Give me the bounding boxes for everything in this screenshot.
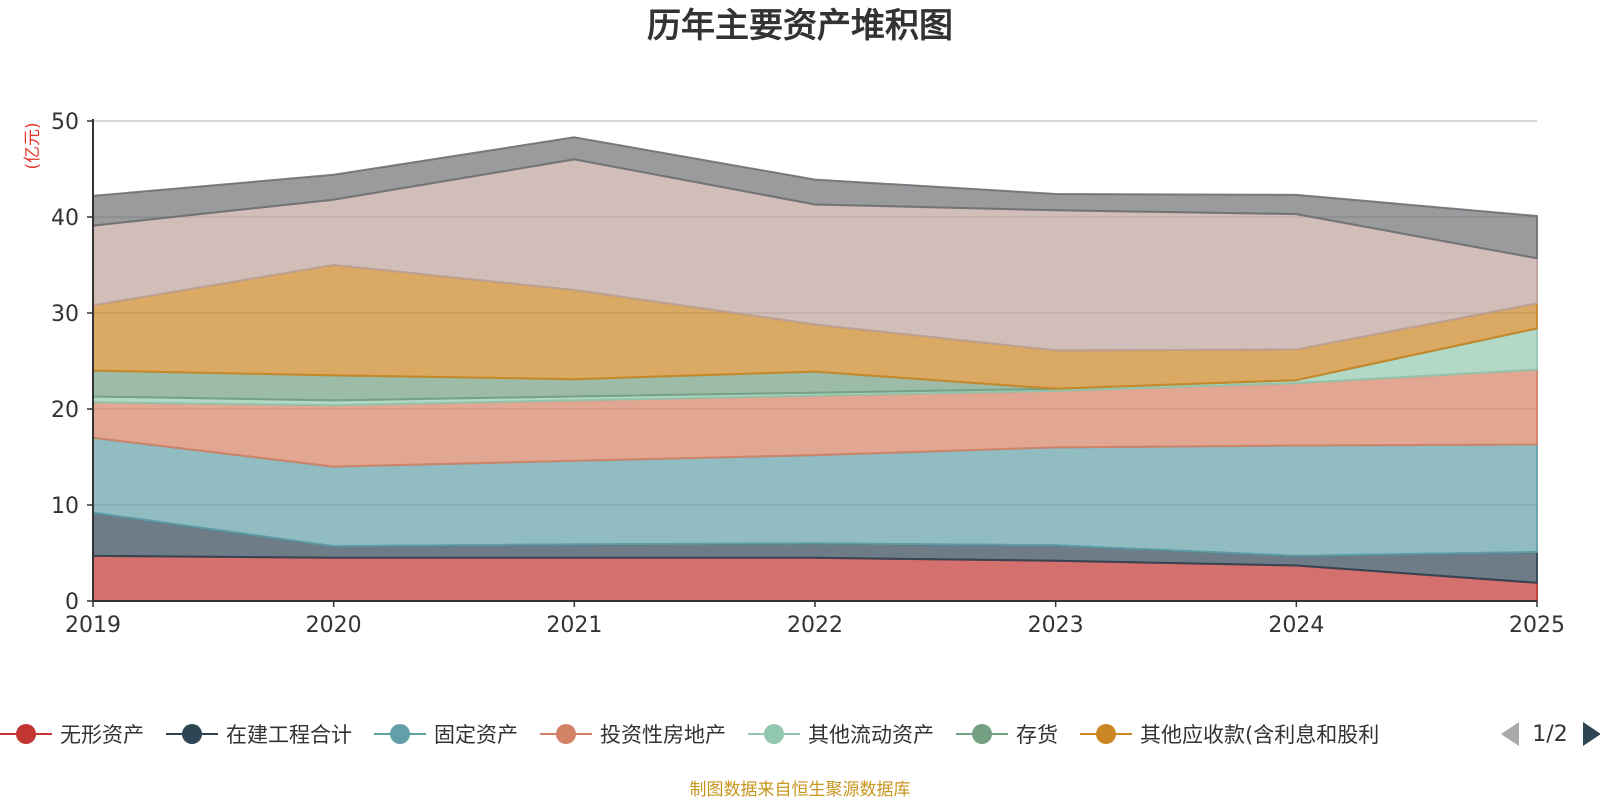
area-series-9[interactable]: [92, 136, 1538, 260]
legend-label-6: 存货: [1016, 723, 1058, 747]
legend-item-7[interactable]: 其他应收款(含利息和股利: [1080, 723, 1379, 747]
x-axis-ticks: 2019 2020 2021 2022 2023 2024 2025: [65, 601, 1565, 638]
x-tick-label-2021: 2021: [546, 613, 602, 638]
legend-item-3[interactable]: 固定资产: [374, 723, 518, 747]
y-axis-unit-label: (亿元): [23, 122, 43, 169]
legend-label-1: 无形资产: [60, 723, 144, 747]
y-tick-label-10: 10: [51, 494, 79, 519]
x-tick-label-2022: 2022: [787, 613, 843, 638]
source-note: 制图数据来自恒生聚源数据库: [690, 780, 911, 800]
y-tick-label-50: 50: [51, 110, 79, 135]
legend-item-5[interactable]: 其他流动资产: [748, 723, 934, 747]
legend-next-page-icon[interactable]: [1583, 722, 1600, 746]
legend-marker-icon-6: [972, 724, 992, 744]
legend-page-indicator: 1/2: [1532, 722, 1567, 747]
legend-item-6[interactable]: 存货: [956, 723, 1058, 747]
legend-prev-page-icon[interactable]: [1501, 722, 1519, 746]
legend-item-1[interactable]: 无形资产: [0, 723, 144, 747]
legend-label-2: 在建工程合计: [226, 723, 352, 747]
x-tick-label-2024: 2024: [1268, 613, 1324, 638]
legend-marker-icon-7: [1096, 724, 1116, 744]
legend-marker-icon-5: [764, 724, 784, 744]
x-tick-label-2020: 2020: [306, 613, 362, 638]
legend-marker-icon-2: [182, 724, 202, 744]
x-tick-label-2023: 2023: [1028, 613, 1084, 638]
y-tick-label-0: 0: [65, 590, 79, 615]
legend-label-5: 其他流动资产: [808, 723, 934, 747]
area-series-layer: [92, 136, 1538, 602]
y-tick-label-30: 30: [51, 302, 79, 327]
legend-label-4: 投资性房地产: [600, 723, 726, 747]
legend-marker-icon-3: [390, 724, 410, 744]
y-axis-ticks: 0 10 20 30 40 50: [51, 110, 93, 615]
legend-label-3: 固定资产: [434, 723, 518, 747]
legend: 无形资产 在建工程合计 固定资产 投资性房地产 其他流动资产 存货 其他应收款(含利息和股利: [0, 723, 1379, 747]
x-tick-label-2025: 2025: [1509, 613, 1565, 638]
chart-title: 历年主要资产堆积图: [647, 6, 953, 46]
legend-item-4[interactable]: 投资性房地产: [540, 723, 726, 747]
legend-item-2[interactable]: 在建工程合计: [166, 723, 352, 747]
y-tick-label-40: 40: [51, 206, 79, 231]
y-tick-label-20: 20: [51, 398, 79, 423]
legend-label-7: 其他应收款(含利息和股利: [1140, 723, 1379, 747]
legend-marker-icon-4: [556, 724, 576, 744]
legend-marker-icon-1: [16, 724, 36, 744]
x-tick-label-2019: 2019: [65, 613, 121, 638]
